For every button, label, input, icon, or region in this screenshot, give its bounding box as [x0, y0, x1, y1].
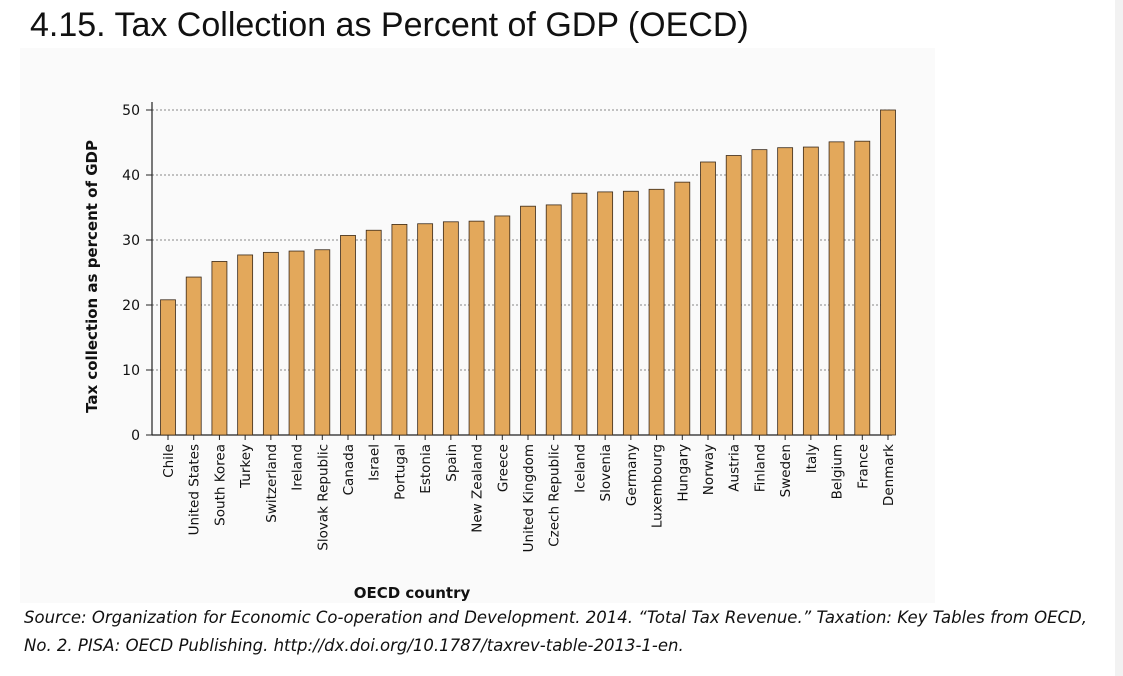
bar-greece: [494, 215, 511, 436]
bar-united-states: [185, 276, 202, 436]
right-edge-strip: [1115, 0, 1123, 676]
bar-hungary: [674, 181, 691, 436]
bar-chart: 0 10 20 30 40 50 Chile United States South Korea…: [83, 102, 897, 602]
x-tick-label: United States: [187, 444, 203, 535]
y-tick-label: 10: [122, 363, 140, 379]
x-tick-label: Austria: [727, 444, 743, 492]
bar-iceland: [571, 192, 588, 436]
x-tick-label: Italy: [804, 444, 820, 473]
bar-united-kingdom: [520, 205, 536, 436]
x-tick-label: Turkey: [238, 444, 254, 489]
bar-chile: [160, 299, 176, 436]
x-tick-label: Czech Republic: [547, 444, 563, 547]
bar-south-korea: [211, 261, 228, 436]
x-tick-label: Estonia: [418, 444, 434, 494]
x-tick-label: France: [855, 444, 871, 489]
bar-switzerland: [262, 251, 279, 436]
bar-denmark: [880, 109, 896, 436]
bar-austria: [725, 155, 742, 436]
y-tick-label: 40: [122, 168, 140, 184]
x-tick-label: Greece: [495, 444, 511, 492]
x-tick-label: Sweden: [778, 444, 794, 497]
bar-italy: [802, 146, 819, 436]
bar-slovenia: [597, 191, 614, 436]
x-tick-label: United Kingdom: [521, 444, 537, 552]
bar-slovak-republic: [314, 249, 331, 436]
x-tick-label: Canada: [341, 444, 357, 495]
bar-spain: [442, 221, 459, 436]
x-tick-label: Denmark: [881, 444, 897, 506]
bar-germany: [622, 190, 639, 436]
x-tick-label: Germany: [624, 444, 640, 506]
x-tick-label: Iceland: [572, 444, 588, 493]
x-tick-label: Slovak Republic: [315, 444, 331, 551]
bar-portugal: [391, 223, 408, 436]
x-tick-label: Switzerland: [264, 444, 280, 523]
bar-norway: [700, 161, 716, 436]
bar-luxembourg: [648, 188, 665, 436]
y-axis-title: Tax collection as percent of GDP: [83, 140, 101, 413]
x-tick-label: South Korea: [212, 444, 228, 526]
x-tick-label: Chile: [161, 444, 177, 478]
x-tick-label: Slovenia: [598, 444, 614, 501]
y-tick-label: 30: [122, 233, 140, 249]
slide-title: 4.15. Tax Collection as Percent of GDP (…: [30, 6, 749, 44]
x-tick-label: Hungary: [675, 444, 691, 502]
x-tick-label: Israel: [367, 444, 383, 481]
x-axis-title: OECD country: [354, 584, 471, 602]
x-tick-label: New Zealand: [470, 444, 486, 533]
y-tick-label: 20: [122, 298, 140, 314]
bar-new-zealand: [468, 220, 485, 436]
x-tick-label: Belgium: [830, 444, 846, 499]
bar-turkey: [237, 254, 254, 436]
x-tick-label: Ireland: [290, 444, 306, 491]
bar-estonia: [417, 223, 434, 436]
bar-sweden: [777, 147, 794, 436]
x-tick-label: Luxembourg: [650, 444, 666, 528]
x-tick-label: Portugal: [392, 444, 408, 500]
bar-ireland: [288, 250, 305, 436]
y-tick-label: 0: [131, 428, 140, 444]
x-tick-label: Norway: [701, 444, 717, 495]
bar-belgium: [828, 141, 845, 436]
bar-france: [854, 140, 871, 436]
bar-finland: [751, 149, 768, 436]
chart-panel: 0 10 20 30 40 50 Chile United States South Korea…: [20, 48, 935, 603]
source-citation: Source: Organization for Economic Co-ope…: [24, 608, 1088, 655]
x-tick-label: Finland: [752, 444, 768, 492]
bar-israel: [365, 229, 382, 436]
bar-canada: [340, 235, 356, 436]
y-tick-label: 50: [122, 103, 140, 119]
bar-czech-republic: [545, 204, 562, 436]
x-tick-label: Spain: [444, 444, 460, 482]
